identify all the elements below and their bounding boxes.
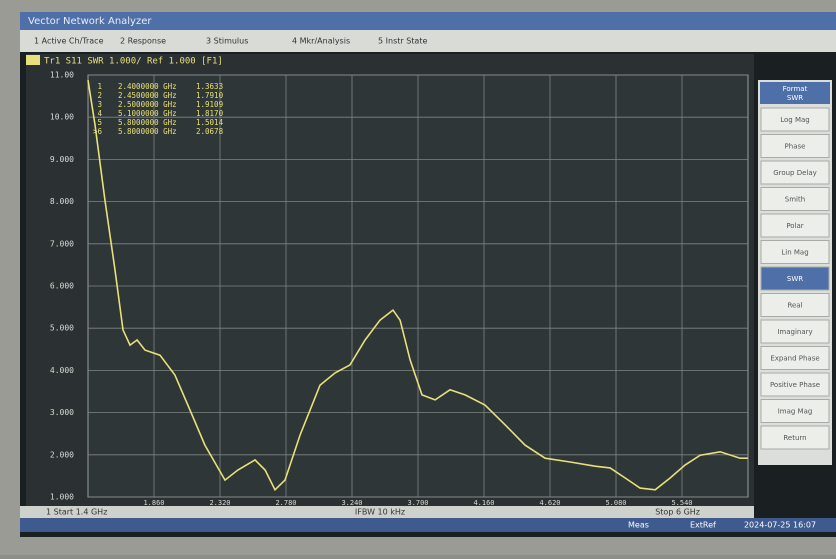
softkey[interactable] xyxy=(760,240,830,264)
window-title: Vector Network Analyzer xyxy=(28,16,152,27)
y-tick-label: 3.000 xyxy=(50,408,74,417)
softkey-header-title: Format xyxy=(783,85,808,93)
y-tick-label: 9.000 xyxy=(50,155,74,164)
softkey[interactable] xyxy=(760,425,830,450)
marker-cell: 2.4500000 GHz xyxy=(118,91,177,100)
softkey-label: Return xyxy=(783,434,806,442)
softkey-header xyxy=(760,82,830,104)
y-tick-label: 6.000 xyxy=(50,282,74,291)
menu-item[interactable]: 2 Response xyxy=(120,37,166,46)
softkey[interactable] xyxy=(760,319,830,344)
marker-cell: 1.8170 xyxy=(196,109,224,118)
y-tick-label: 10.00 xyxy=(50,113,74,122)
softkey[interactable] xyxy=(760,134,830,158)
bottom-status xyxy=(20,518,836,532)
y-tick-label: 11.00 xyxy=(50,71,74,80)
marker-cell: 5 xyxy=(97,118,102,127)
datetime: 2024-07-25 16:07 xyxy=(744,521,816,530)
marker-cell: 1.5014 xyxy=(196,118,224,127)
marker-cell: 1.9109 xyxy=(196,100,223,109)
x-tick-label: 4.160 xyxy=(473,499,494,507)
softkey[interactable] xyxy=(760,160,830,185)
marker-cell: 2.4000000 GHz xyxy=(118,82,177,91)
y-tick-label: 5.000 xyxy=(50,324,74,333)
x-tick-label: 1.860 xyxy=(143,499,164,507)
trace xyxy=(87,79,748,492)
y-tick-label: 2.000 xyxy=(50,450,74,459)
softkey[interactable] xyxy=(760,293,830,317)
x-tick-label: 2.780 xyxy=(275,499,296,507)
marker-cell: 2.0678 xyxy=(196,127,224,136)
x-tick-label: 5.080 xyxy=(605,499,626,507)
marker-cell: 4 xyxy=(97,109,102,118)
softkey[interactable] xyxy=(760,399,830,423)
marker-cell: 2.5000000 GHz xyxy=(118,100,177,109)
softkey-label: Imag Mag xyxy=(778,408,813,416)
x-tick-label: 2.320 xyxy=(209,499,230,507)
y-tick-label: 7.000 xyxy=(50,239,74,248)
marker-cell: 5.1000000 GHz xyxy=(118,109,177,118)
x-tick-label: 5.540 xyxy=(671,499,692,507)
x-tick-label: 3.700 xyxy=(407,499,428,507)
marker-cell: 3 xyxy=(97,100,102,109)
softkey[interactable] xyxy=(760,187,830,211)
start-label: 1 Start 1.4 GHz xyxy=(46,508,107,517)
meas-label: Meas xyxy=(628,521,649,530)
softkey-label: Polar xyxy=(786,222,803,230)
trace-label: Tr1 S11 SWR 1.000/ Ref 1.000 [F1] xyxy=(44,57,223,67)
softkey-label: SWR xyxy=(787,275,803,283)
marker-cell: 1.7910 xyxy=(196,91,224,100)
menu-bar xyxy=(20,30,836,52)
marker-cell: 5.8000000 GHz xyxy=(118,118,177,127)
softkey[interactable] xyxy=(760,346,830,370)
ref-label: ExtRef xyxy=(690,521,716,530)
softkey-label: Smith xyxy=(785,196,805,204)
y-tick-label: 8.000 xyxy=(50,197,74,206)
marker-cell: 5.8000000 GHz xyxy=(118,127,177,136)
softkey-label: Expand Phase xyxy=(770,355,819,363)
menu-item[interactable]: 5 Instr State xyxy=(378,37,427,46)
softkey[interactable] xyxy=(760,372,830,397)
stop-label: Stop 6 GHz xyxy=(655,508,700,517)
marker-cell: >6 xyxy=(93,127,103,136)
softkey-label: Imaginary xyxy=(777,328,812,336)
title-bar xyxy=(20,12,836,30)
status-bar xyxy=(20,506,754,518)
softkey-label: Positive Phase xyxy=(770,381,820,389)
y-tick-label: 4.000 xyxy=(50,366,74,375)
softkey-label: Real xyxy=(787,302,802,310)
x-tick-label: 4.620 xyxy=(539,499,560,507)
menu-item[interactable]: 4 Mkr/Analysis xyxy=(292,37,350,46)
marker-cell: 2 xyxy=(97,91,102,100)
y-tick-label: 1.000 xyxy=(50,493,74,502)
softkey-label: Phase xyxy=(785,143,806,151)
softkey-label: Group Delay xyxy=(773,169,817,177)
trace-tag xyxy=(26,55,40,65)
softkey-label: Lin Mag xyxy=(781,249,808,257)
ifbw-label: IFBW 10 kHz xyxy=(355,508,405,517)
menu-item[interactable]: 1 Active Ch/Trace xyxy=(34,37,104,46)
menu-item[interactable]: 3 Stimulus xyxy=(206,37,248,46)
softkey-label: Log Mag xyxy=(780,116,810,124)
softkey[interactable] xyxy=(760,266,830,291)
marker-cell: 1 xyxy=(97,82,102,91)
x-tick-label: 3.240 xyxy=(341,499,362,507)
softkey[interactable] xyxy=(760,107,830,132)
marker-cell: 1.3633 xyxy=(196,82,223,91)
softkey[interactable] xyxy=(760,213,830,238)
softkey-header-value: SWR xyxy=(787,94,803,102)
